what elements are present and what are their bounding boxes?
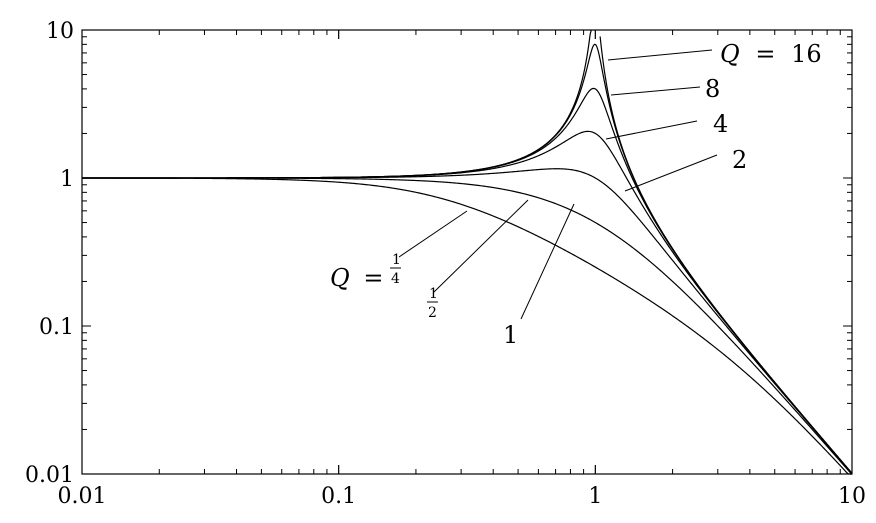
label-q-4: 4	[713, 110, 728, 138]
x-tick-label: 0.1	[321, 484, 356, 509]
curve-labels: Q = 16 8 4 2 1 Q = 1 4 1 2	[330, 40, 822, 349]
label-q-quarter: Q =	[330, 264, 383, 292]
label-q-16: Q = 16	[720, 40, 822, 68]
curve-q-1-4	[81, 177, 852, 475]
label-q-8: 8	[705, 75, 720, 103]
curve-q-8	[82, 43, 853, 474]
leader-q-1	[520, 203, 575, 320]
leader-q-2	[624, 154, 718, 192]
label-q-2: 2	[732, 146, 747, 174]
x-tick-label: 1	[588, 484, 602, 509]
frac-quarter-den: 4	[391, 271, 400, 287]
leader-q-4	[605, 120, 698, 140]
label-leader-lines	[398, 49, 718, 320]
y-tick-label: 0.01	[25, 463, 74, 488]
leader-q-quarter	[398, 210, 468, 258]
label-q-1: 1	[503, 321, 518, 349]
y-tick-label: 1	[60, 167, 74, 192]
leader-q-8	[610, 86, 701, 96]
leader-q-half	[433, 199, 529, 293]
y-tick-label: 10	[46, 19, 74, 44]
curve-q-1-2	[82, 177, 853, 475]
axis-ticks	[81, 29, 853, 475]
frac-half-num: 1	[429, 286, 438, 302]
frac-quarter-num: 1	[392, 252, 401, 268]
plot-frame	[81, 29, 853, 475]
curve-q-1	[82, 168, 853, 475]
axis-tick-labels: 0.01 0.1 1 10 0.01 0.1 1 10	[25, 19, 866, 509]
y-tick-label: 0.1	[39, 315, 74, 340]
curve-q-16	[82, 29, 853, 474]
x-tick-label: 10	[838, 484, 866, 509]
x-tick-label: 0.01	[58, 484, 107, 509]
leader-q-16	[607, 49, 713, 61]
response-curves	[81, 29, 853, 475]
curve-q-2	[82, 130, 853, 474]
frac-half-den: 2	[428, 305, 437, 321]
